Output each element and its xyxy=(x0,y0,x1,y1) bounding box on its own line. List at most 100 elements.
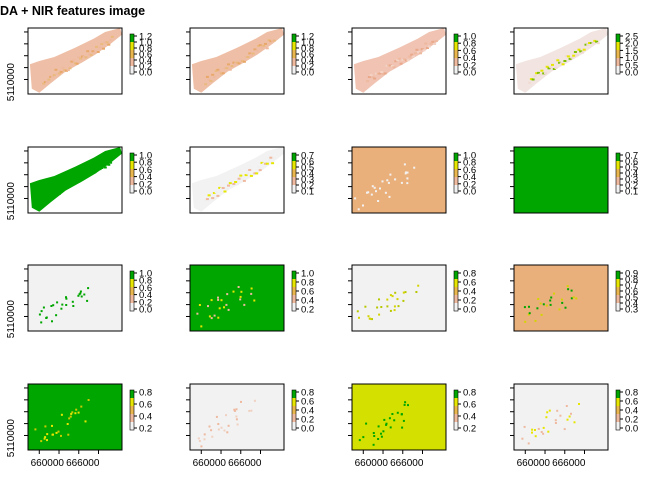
panel-10-raster-cell xyxy=(208,315,211,318)
panel-8-raster-cell xyxy=(525,204,528,207)
panel-11-raster-cell xyxy=(402,299,405,302)
panel-1-legend-label: 1.0 xyxy=(139,38,152,49)
panel-11-legend-label: 0.6 xyxy=(463,278,476,289)
panel-15-legend-label: 0.4 xyxy=(463,412,476,423)
panel-7-legend-label: 0.2 xyxy=(463,179,476,190)
panel-6-raster-cell xyxy=(244,174,248,177)
panel-16-raster-cell xyxy=(521,437,524,440)
panel-9-raster-cell xyxy=(42,306,45,309)
panel-4-raster-cell xyxy=(561,63,565,66)
panel-5-raster-cell xyxy=(75,179,79,182)
panel-2-legend-swatch xyxy=(292,42,296,51)
panel-12-raster-cell xyxy=(561,301,564,304)
panel-6-raster-cell xyxy=(209,196,213,199)
panel-2-raster-cell xyxy=(221,72,225,75)
panel-16-raster-cell xyxy=(542,432,545,435)
panel-5-raster-cell xyxy=(61,187,65,190)
panel-4-raster-cell xyxy=(558,61,562,64)
panel-5-legend-label: 0.4 xyxy=(139,172,152,183)
panel-13-raster-cell xyxy=(84,420,87,423)
panel-7-legend-label: 1.0 xyxy=(463,151,476,162)
panel-4-raster-cell xyxy=(579,50,583,53)
panel-13-legend-label: 0.4 xyxy=(139,412,152,423)
panel-2-raster-cell xyxy=(218,70,222,73)
panel-6-legend-label: 0.7 xyxy=(301,151,314,162)
panel-6-raster-cell xyxy=(253,172,257,175)
panel-7-raster-cell xyxy=(394,178,397,181)
panel-2-raster-cell xyxy=(207,78,211,81)
panel-4-raster-cell xyxy=(570,56,574,59)
panel-12-legend-swatch xyxy=(616,279,620,288)
panel-15-legend-swatch xyxy=(454,390,458,399)
panel-5-legend-label: 1.0 xyxy=(139,151,152,162)
panel-8-raster-cell xyxy=(530,205,533,208)
panel-4-raster-cell xyxy=(533,75,537,78)
panel-1-raster-cell xyxy=(68,67,72,70)
panel-5-legend-label: 0.0 xyxy=(139,187,152,198)
panel-3-raster-cell xyxy=(403,58,407,61)
panel-8-raster-cell xyxy=(578,168,581,171)
panel-14-legend-swatch xyxy=(292,406,296,415)
panel-8-legend-label: 0.7 xyxy=(625,151,638,162)
panel-14-raster-cell xyxy=(225,414,227,417)
panel-7-raster-cell xyxy=(406,171,409,174)
panel-3-legend-label: 0.8 xyxy=(463,39,476,50)
panel-7-legend-label: 0.0 xyxy=(463,187,476,198)
panel-1-raster-cell xyxy=(47,78,51,81)
panel-14-raster-cell xyxy=(215,415,218,418)
panel-2-raster-cell xyxy=(205,75,209,78)
panel-11-raster-fill xyxy=(352,265,446,331)
panel-14-raster-cell xyxy=(197,437,200,440)
panel-6-raster-cell xyxy=(228,182,232,185)
panel-3-legend-swatch xyxy=(454,58,458,67)
panel-11-raster-cell xyxy=(393,305,396,308)
panel-7-raster-fill xyxy=(352,147,446,213)
panel-11-raster-cell xyxy=(404,291,407,294)
panel-11-raster-cell xyxy=(386,298,389,301)
panel-2-raster-cell xyxy=(249,53,253,56)
panel-10-raster-cell xyxy=(223,306,225,309)
panel-1-raster-cell xyxy=(107,43,111,46)
panel-5-raster-footprint xyxy=(29,147,122,212)
panel-12-raster-cell xyxy=(564,306,567,309)
panel-11-raster-cell xyxy=(417,284,420,287)
panel-13-raster-cell xyxy=(75,408,78,411)
panel-6-raster-cell xyxy=(211,197,215,200)
panel-13-raster-cell xyxy=(44,425,47,428)
panel-6-raster-cell xyxy=(265,162,269,165)
panel-10-raster-cell xyxy=(243,303,246,306)
panel-3-raster-cell xyxy=(433,43,437,45)
panel-11-frame xyxy=(351,264,447,332)
panel-9-raster-cell xyxy=(72,305,75,307)
panel-10-legend-label: 0.4 xyxy=(301,296,314,307)
panel-7-raster-cell xyxy=(370,193,373,196)
panel-1-raster-cell xyxy=(73,62,77,65)
panel-15-raster-cell xyxy=(388,417,391,420)
panel-4-raster-cell xyxy=(529,78,533,81)
panel-9-legend-label: 1.0 xyxy=(139,269,152,280)
panel-14-raster-cell xyxy=(227,424,230,427)
panel-3-legend-label: 0.2 xyxy=(463,60,476,71)
panel-1-raster-cell xyxy=(98,46,102,49)
panel-2-raster-cell xyxy=(234,62,238,65)
panel-7-raster-cell xyxy=(377,200,380,202)
panel-12-raster-cell xyxy=(567,288,570,291)
panel-12-raster-cell xyxy=(539,302,542,305)
panel-13-raster-cell xyxy=(70,412,73,415)
panel-12-raster-cell xyxy=(558,308,561,311)
panel-13-raster-cell xyxy=(43,437,46,440)
panel-16-legend-swatch xyxy=(616,406,620,415)
panel-7-raster-cell xyxy=(366,191,368,194)
panel-16-raster-cell xyxy=(537,427,540,430)
panel-15-raster-cell xyxy=(383,418,386,421)
panel-12-raster-cell xyxy=(572,296,575,299)
panel-6-legend-label: 0.4 xyxy=(301,169,314,180)
panel-6-legend-swatch xyxy=(292,161,296,170)
panel-5-raster-cell xyxy=(52,190,56,193)
panel-4-raster-cell xyxy=(538,73,542,76)
panel-5-raster-cell xyxy=(95,165,98,168)
panel-6-raster-cell xyxy=(260,161,264,164)
panel-10-frame xyxy=(189,264,285,332)
panel-13-raster-cell xyxy=(69,415,72,418)
panel-16-raster-cell xyxy=(534,429,536,431)
